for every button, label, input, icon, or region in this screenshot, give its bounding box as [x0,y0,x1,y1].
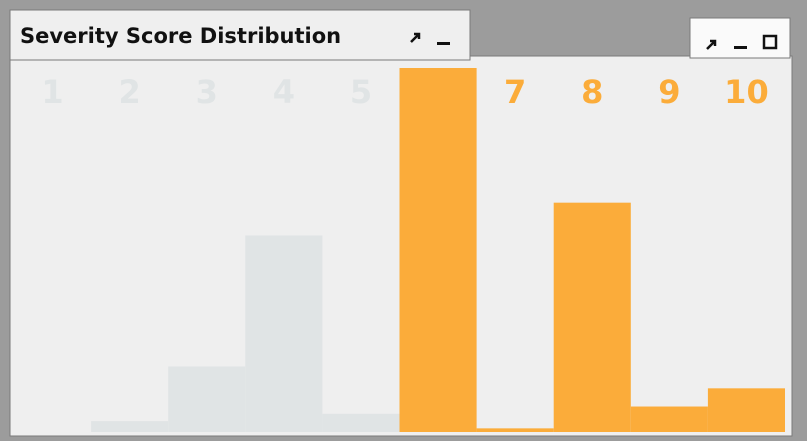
tab[interactable] [9,9,471,61]
category-label: 7 [504,73,526,111]
category-label: 1 [41,73,63,111]
tab-icons[interactable] [410,32,450,45]
bar [476,428,554,432]
window-controls [689,17,791,59]
bar [91,421,169,432]
window-icons[interactable] [706,34,778,50]
chart-title: Severity Score Distribution [20,24,341,48]
tab-join [11,55,469,59]
category-label: 5 [350,73,372,111]
bar [399,68,477,432]
bar [322,413,400,432]
category-label: 4 [273,73,295,111]
category-label: 8 [581,73,603,111]
category-label: 10 [724,73,769,111]
category-label: 9 [658,73,680,111]
bar [168,366,246,432]
bar [553,202,631,432]
bar [245,235,323,432]
bar [707,388,785,432]
bar [630,406,708,432]
category-label: 3 [196,73,218,111]
category-label: 2 [119,73,141,111]
